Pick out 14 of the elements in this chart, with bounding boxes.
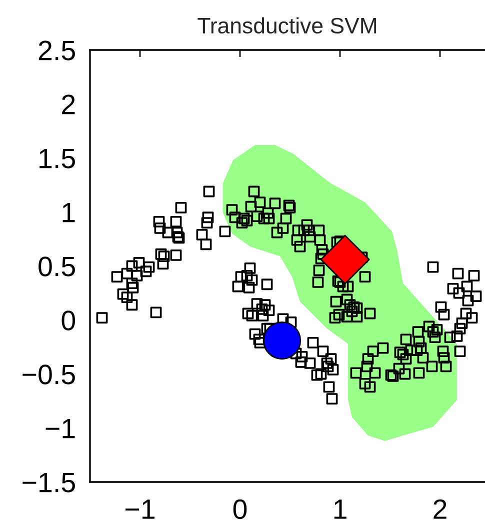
y-tick-label: −1 — [46, 418, 75, 438]
y-tick-label: −0.5 — [22, 364, 75, 384]
y-tick-label: 0 — [62, 310, 76, 330]
y-tick-label: 2.5 — [38, 40, 75, 60]
y-tick-label: 2 — [62, 94, 75, 114]
y-tick-label: 0.5 — [38, 256, 75, 276]
y-tick-label: −1.5 — [22, 472, 75, 492]
x-tick-label: −1 — [126, 500, 154, 519]
x-tick-label: 1 — [334, 500, 346, 519]
x-tick-label: 0 — [233, 499, 247, 520]
x-tick-label: 2 — [434, 499, 446, 519]
chart-title: Transductive SVM — [198, 17, 376, 34]
y-tick-label: 1 — [62, 202, 75, 222]
y-tick-label: 1.5 — [40, 148, 75, 168]
